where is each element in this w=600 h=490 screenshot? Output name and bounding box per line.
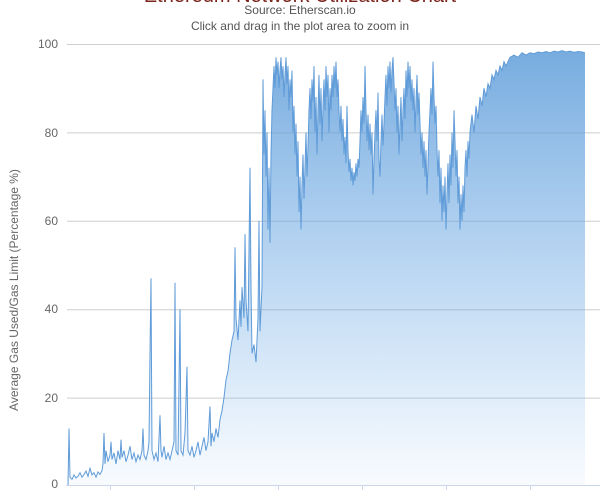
y-axis-label-60: 60 [44, 214, 58, 228]
chart-zoom-hint: Click and drag in the plot area to zoom … [190, 19, 410, 33]
y-axis-label-80: 80 [44, 126, 58, 140]
y-axis-label-40: 40 [44, 302, 58, 316]
chart-source-subtitle: Source: Etherscan.io [244, 3, 356, 17]
chart-title-cropped: Ethereum Network Utilization Chart [0, 0, 600, 6]
y-axis-label-100: 100 [37, 37, 58, 51]
series-area-fill [68, 50, 585, 486]
series-line [67, 50, 586, 487]
y-axis-label-0: 0 [51, 477, 58, 490]
y-axis-label-20: 20 [44, 391, 58, 405]
